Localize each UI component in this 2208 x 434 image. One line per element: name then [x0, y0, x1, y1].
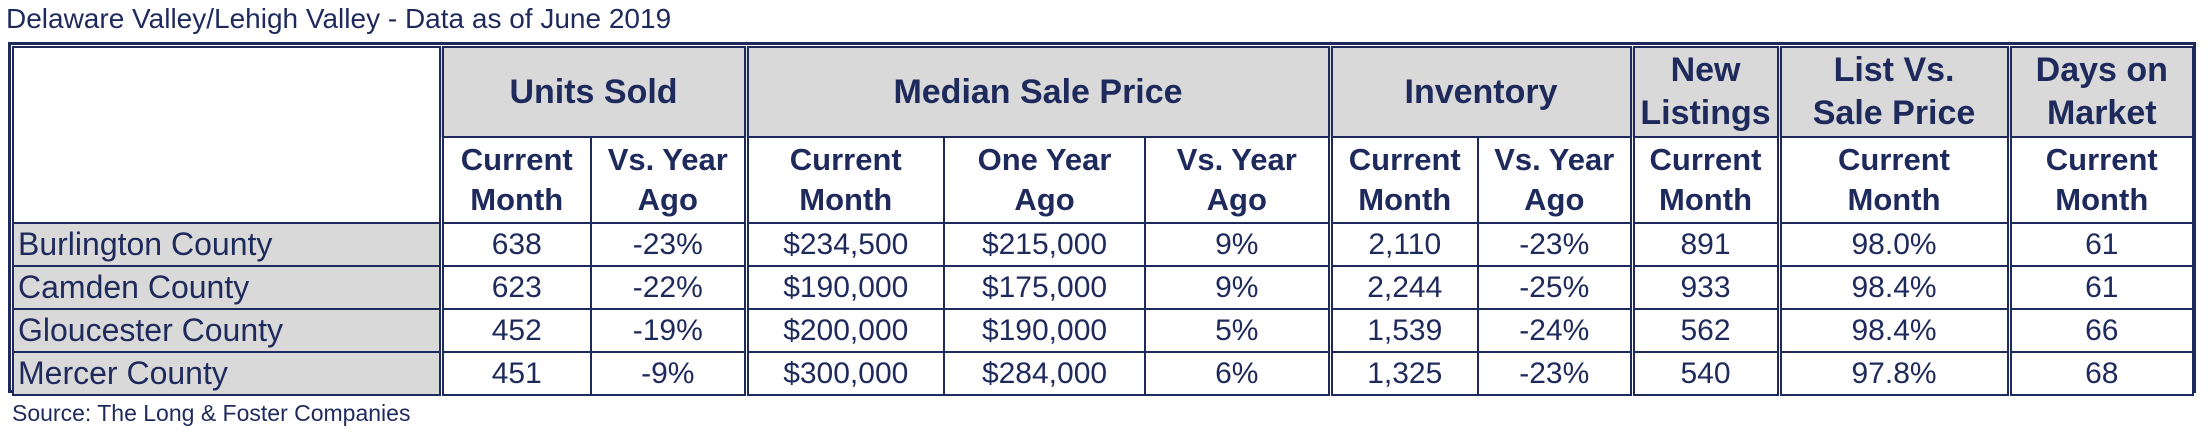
group-days-on-market-line2: Market	[2046, 94, 2157, 132]
subheader-line: Month	[2055, 182, 2149, 217]
subheader-line: Ago	[1014, 182, 1075, 217]
subheader-line: Ago	[1524, 182, 1585, 217]
inventory-vs-year-cell: -25%	[1477, 265, 1635, 310]
group-list-vs-sale: List Vs. Sale Price	[1778, 46, 2012, 138]
units-current-cell: 623	[440, 265, 592, 310]
subheader-line: Current	[2045, 142, 2158, 177]
subheader-line: Month	[1847, 182, 1941, 217]
subheader-line: Vs. Year	[1494, 142, 1615, 177]
price-vs-year-cell: 6%	[1144, 351, 1333, 396]
subheader-dom-current: Current Month	[2008, 136, 2195, 224]
days-on-market-cell: 61	[2008, 222, 2195, 267]
days-on-market-cell: 66	[2008, 308, 2195, 353]
new-listings-cell: 562	[1631, 308, 1782, 353]
header-corner	[12, 46, 444, 224]
new-listings-cell: 540	[1631, 351, 1782, 396]
units-current-cell: 638	[440, 222, 592, 267]
subheader-line: Current	[1348, 142, 1461, 177]
subheader-line: Month	[1358, 182, 1452, 217]
subheader-inventory-vs-year: Vs. Year Ago	[1477, 136, 1635, 224]
price-vs-year-cell: 5%	[1144, 308, 1333, 353]
units-current-cell: 451	[440, 351, 592, 396]
group-days-on-market: Days on Market	[2008, 46, 2195, 138]
subheader-line: Ago	[637, 182, 698, 217]
price-current-cell: $234,500	[745, 222, 946, 267]
inventory-current-cell: 2,110	[1329, 222, 1480, 267]
county-label: Camden County	[12, 265, 444, 310]
new-listings-cell: 891	[1631, 222, 1782, 267]
county-label: Mercer County	[12, 351, 444, 396]
group-units-sold: Units Sold	[439, 46, 749, 138]
county-label: Burlington County	[12, 222, 444, 267]
group-new-listings: New Listings	[1631, 46, 1782, 138]
table-row: Gloucester County 452 -19% $200,000 $190…	[12, 308, 2195, 353]
price-vs-year-cell: 9%	[1144, 222, 1333, 267]
subheader-line: Current	[789, 142, 902, 177]
list-vs-sale-cell: 98.4%	[1778, 308, 2012, 353]
subheader-price-vs-year: Vs. Year Ago	[1144, 136, 1333, 224]
inventory-vs-year-cell: -23%	[1477, 222, 1635, 267]
price-one-year-cell: $190,000	[943, 308, 1147, 353]
page-title: Delaware Valley/Lehigh Valley - Data as …	[6, 3, 672, 34]
units-vs-year-cell: -19%	[589, 308, 749, 353]
list-vs-sale-cell: 98.0%	[1778, 222, 2012, 267]
source-note: Source: The Long & Foster Companies	[12, 400, 411, 426]
group-list-vs-sale-line1: List Vs.	[1833, 51, 1955, 89]
units-vs-year-cell: -22%	[589, 265, 749, 310]
list-vs-sale-cell: 98.4%	[1778, 265, 2012, 310]
subheader-units-vs-year: Vs. Year Ago	[589, 136, 749, 224]
subheader-list-vs-sale-current: Current Month	[1778, 136, 2012, 224]
subheader-line: Current	[1649, 142, 1762, 177]
group-median-sale-price: Median Sale Price	[745, 46, 1333, 138]
price-current-cell: $300,000	[745, 351, 946, 396]
group-list-vs-sale-line2: Sale Price	[1812, 94, 1976, 132]
subheader-line: Current	[460, 142, 573, 177]
subheader-line: Vs. Year	[1176, 142, 1297, 177]
inventory-current-cell: 2,244	[1329, 265, 1480, 310]
subheader-line: Ago	[1206, 182, 1267, 217]
group-new-listings-line2: Listings	[1640, 94, 1771, 132]
subheader-price-current: Current Month	[745, 136, 946, 224]
units-vs-year-cell: -9%	[589, 351, 749, 396]
inventory-vs-year-cell: -24%	[1477, 308, 1635, 353]
market-data-table: Units Sold Median Sale Price Inventory N…	[12, 46, 2195, 396]
price-one-year-cell: $175,000	[943, 265, 1147, 310]
subheader-line: Vs. Year	[607, 142, 728, 177]
subheader-line: Month	[799, 182, 893, 217]
subheader-line: Current	[1838, 142, 1950, 177]
subheader-new-listings-current: Current Month	[1631, 136, 1782, 224]
table-row: Mercer County 451 -9% $300,000 $284,000 …	[12, 351, 2195, 396]
group-inventory: Inventory	[1329, 46, 1635, 138]
group-new-listings-line1: New	[1670, 51, 1741, 89]
table-row: Camden County 623 -22% $190,000 $175,000…	[12, 265, 2195, 310]
days-on-market-cell: 68	[2008, 351, 2195, 396]
subheader-line: One Year	[977, 142, 1112, 177]
price-vs-year-cell: 9%	[1144, 265, 1333, 310]
group-days-on-market-line1: Days on	[2035, 51, 2168, 89]
days-on-market-cell: 61	[2008, 265, 2195, 310]
inventory-current-cell: 1,539	[1329, 308, 1480, 353]
inventory-current-cell: 1,325	[1329, 351, 1480, 396]
price-current-cell: $190,000	[745, 265, 946, 310]
units-vs-year-cell: -23%	[589, 222, 749, 267]
new-listings-cell: 933	[1631, 265, 1782, 310]
subheader-price-one-year: One Year Ago	[943, 136, 1147, 224]
units-current-cell: 452	[440, 308, 592, 353]
price-current-cell: $200,000	[745, 308, 946, 353]
subheader-line: Month	[1659, 182, 1753, 217]
table-row: Burlington County 638 -23% $234,500 $215…	[12, 222, 2195, 267]
inventory-vs-year-cell: -23%	[1477, 351, 1635, 396]
price-one-year-cell: $284,000	[943, 351, 1147, 396]
price-one-year-cell: $215,000	[943, 222, 1147, 267]
subheader-line: Month	[470, 182, 564, 217]
subheader-units-current: Current Month	[440, 136, 592, 224]
subheader-inventory-current: Current Month	[1329, 136, 1480, 224]
county-label: Gloucester County	[12, 308, 444, 353]
list-vs-sale-cell: 97.8%	[1778, 351, 2012, 396]
